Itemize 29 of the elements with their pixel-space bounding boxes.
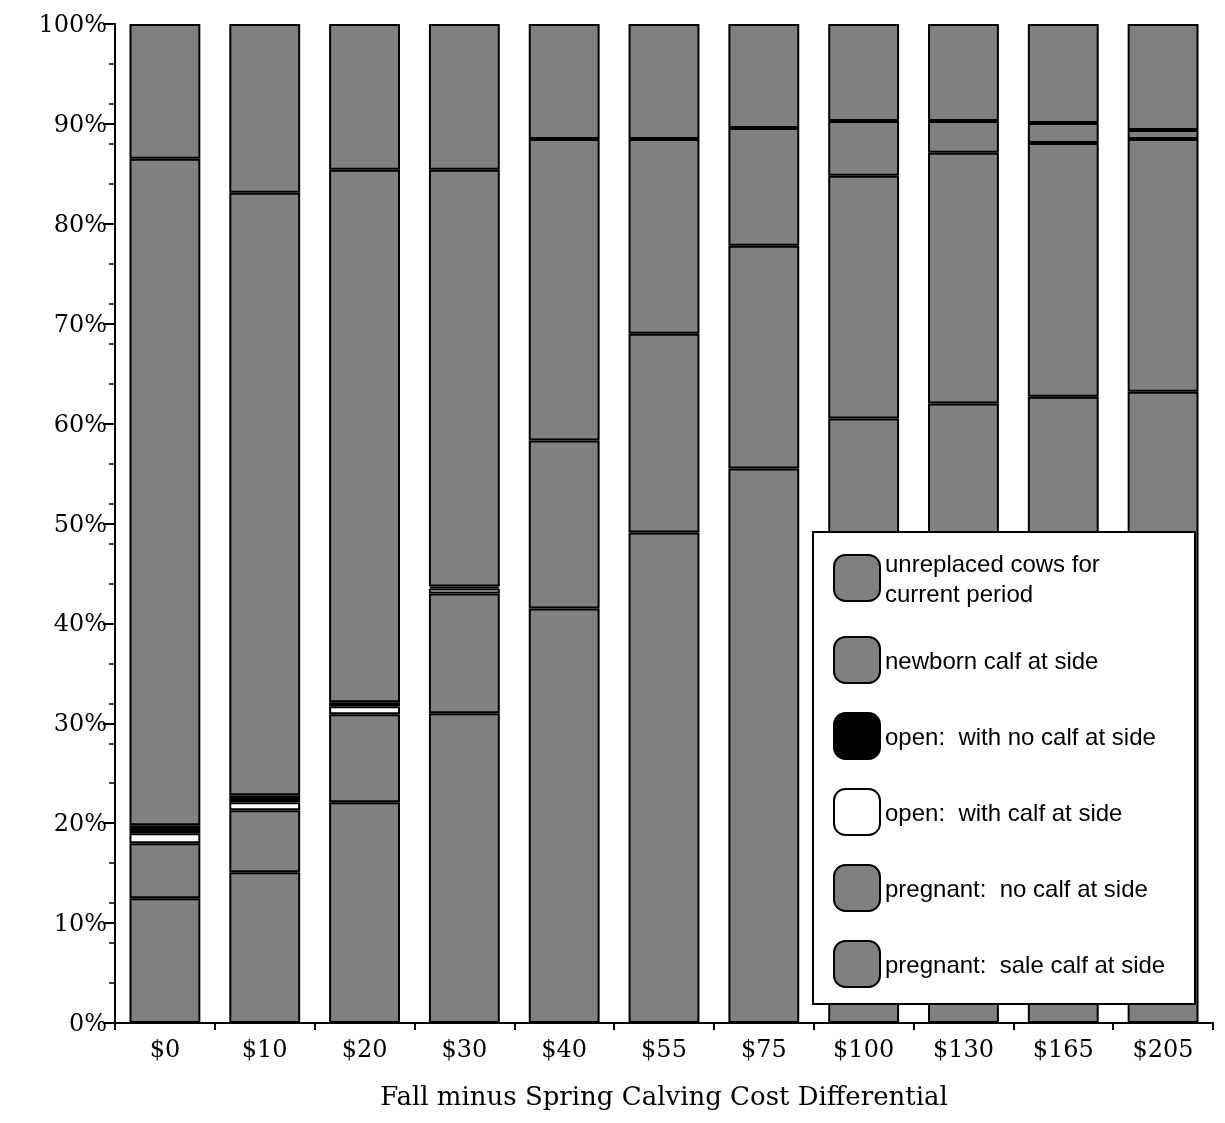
- y-tick-label: 40%: [53, 609, 107, 638]
- x-tick-label: $40: [541, 1035, 588, 1063]
- y-tick-label: 10%: [53, 909, 107, 938]
- x-tick-label: $10: [241, 1035, 288, 1063]
- x-tick-label: $165: [1032, 1035, 1094, 1063]
- y-tick-label: 50%: [53, 509, 107, 538]
- x-tick-label: $100: [833, 1035, 895, 1063]
- x-tick-label: $205: [1132, 1035, 1194, 1063]
- y-tick-label: 0%: [68, 1009, 107, 1037]
- x-axis-title: Fall minus Spring Calving Cost Differential: [380, 1081, 948, 1111]
- x-tick-label: $20: [341, 1035, 388, 1063]
- legend-label: pregnant: sale calf at side: [885, 950, 1166, 978]
- y-tick-label: 20%: [53, 809, 107, 838]
- y-tick-label: 70%: [53, 309, 107, 338]
- x-tick-label: $55: [641, 1035, 687, 1063]
- legend-label: pregnant: no calf at side: [885, 874, 1148, 902]
- y-tick-label: 30%: [53, 709, 107, 738]
- legend-label: open: with calf at side: [885, 798, 1123, 826]
- x-tick-label: $130: [932, 1035, 994, 1063]
- y-tick-label: 80%: [53, 209, 107, 238]
- x-tick-label: $30: [441, 1035, 488, 1063]
- y-tick-label: 100%: [38, 10, 107, 38]
- legend-label: newborn calf at side: [885, 646, 1099, 674]
- legend-label: unreplaced cows for current period: [885, 549, 1107, 607]
- y-tick-label: 90%: [53, 109, 107, 138]
- y-tick-label: 60%: [53, 409, 107, 438]
- x-tick-label: $75: [740, 1035, 787, 1063]
- legend-label: open: with no calf at side: [885, 722, 1156, 750]
- x-tick-label: $0: [149, 1035, 181, 1063]
